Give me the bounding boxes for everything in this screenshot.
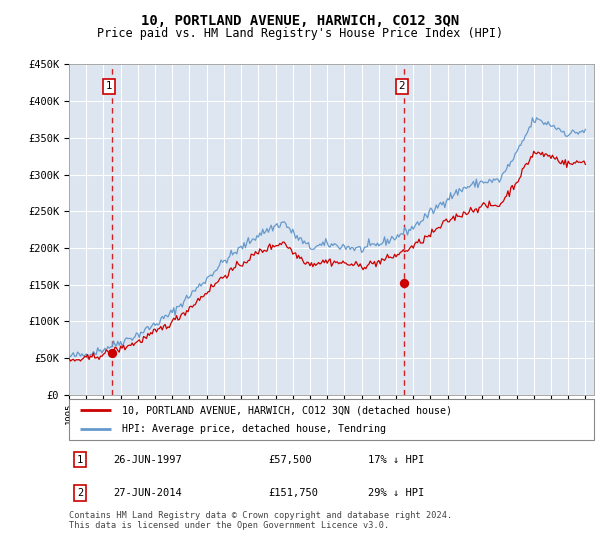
Text: 2: 2 [398, 81, 405, 91]
FancyBboxPatch shape [69, 399, 594, 440]
Text: 1: 1 [106, 81, 112, 91]
Text: 10, PORTLAND AVENUE, HARWICH, CO12 3QN: 10, PORTLAND AVENUE, HARWICH, CO12 3QN [141, 14, 459, 28]
Text: £57,500: £57,500 [269, 455, 312, 465]
Text: HPI: Average price, detached house, Tendring: HPI: Average price, detached house, Tend… [121, 424, 386, 433]
Text: 27-JUN-2014: 27-JUN-2014 [113, 488, 182, 498]
Text: 1: 1 [77, 455, 83, 465]
Text: 26-JUN-1997: 26-JUN-1997 [113, 455, 182, 465]
Point [107, 348, 116, 357]
Text: 29% ↓ HPI: 29% ↓ HPI [368, 488, 425, 498]
Text: Price paid vs. HM Land Registry's House Price Index (HPI): Price paid vs. HM Land Registry's House … [97, 27, 503, 40]
Text: 17% ↓ HPI: 17% ↓ HPI [368, 455, 425, 465]
Text: £151,750: £151,750 [269, 488, 319, 498]
Text: 2: 2 [77, 488, 83, 498]
Text: 10, PORTLAND AVENUE, HARWICH, CO12 3QN (detached house): 10, PORTLAND AVENUE, HARWICH, CO12 3QN (… [121, 405, 452, 415]
Text: Contains HM Land Registry data © Crown copyright and database right 2024.
This d: Contains HM Land Registry data © Crown c… [69, 511, 452, 530]
Point [400, 279, 409, 288]
